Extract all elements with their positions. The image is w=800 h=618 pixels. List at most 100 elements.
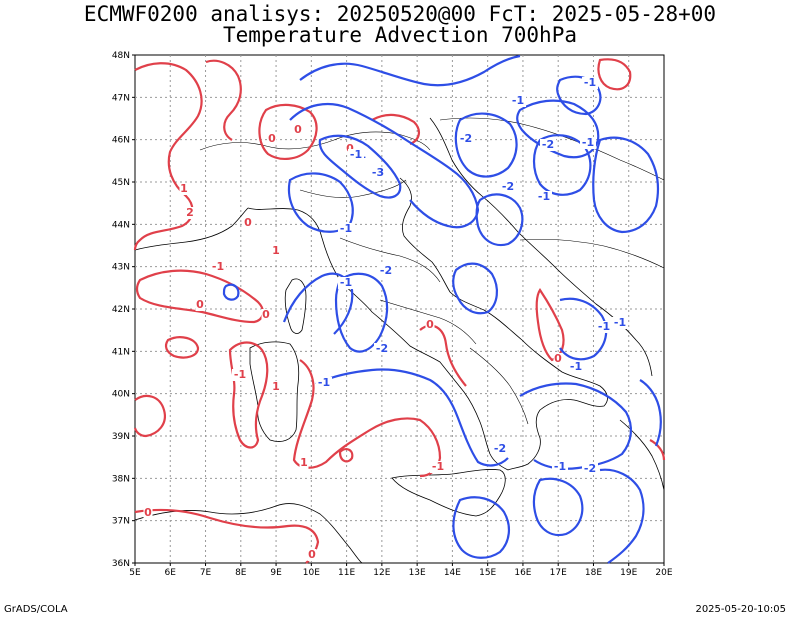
contour-label-negative-bg (338, 277, 354, 289)
contour-label-positive: 2 (186, 206, 194, 219)
contour-label-negative-bg (540, 139, 556, 151)
lon-label: 5E (129, 568, 141, 578)
lat-label: 46N (112, 136, 130, 146)
contour-label-negative: -2 (542, 138, 554, 151)
contour-label-negative-bg (500, 181, 516, 193)
neg-contour (592, 136, 659, 234)
contour-label-positive: 0 (196, 298, 204, 311)
contour-label-negative: -2 (584, 462, 596, 475)
ligurian-coast (134, 207, 249, 251)
contour-label-negative: -1 (538, 190, 550, 203)
contour-label-positive-bg (271, 245, 281, 257)
contour-label-negative-bg (378, 265, 394, 277)
lat-label: 42N (112, 305, 130, 315)
italy-west-coast (247, 207, 509, 471)
lon-label: 15E (479, 568, 496, 578)
pos-contour (371, 113, 420, 146)
contour-label-negative: -1 (318, 376, 330, 389)
pos-contour (133, 62, 203, 251)
contour-label-positive-bg (232, 369, 248, 381)
neg-contour (452, 262, 498, 315)
contour-label-positive: -1 (432, 460, 444, 473)
contour-label-negative: -1 (512, 94, 524, 107)
contour-label-positive: 0 (144, 506, 152, 519)
lat-label: 36N (112, 559, 130, 569)
contour-label-negative: -1 (584, 76, 596, 89)
contour-label-negative-bg (536, 191, 552, 203)
pos-contour (597, 58, 632, 91)
lon-label: 19E (620, 568, 637, 578)
neg-contour (599, 468, 645, 564)
contour-label-negative: -1 (340, 276, 352, 289)
lat-label: 40N (112, 390, 130, 400)
contour-label-negative-bg (492, 443, 508, 455)
region-border-2 (339, 237, 441, 283)
region-border-4 (469, 347, 529, 425)
contour-label-positive-bg (195, 299, 205, 311)
contour-label-positive: 1 (180, 182, 188, 195)
contour-label-negative: -1 (350, 148, 362, 161)
pos-contour (258, 103, 318, 160)
contour-label-negative-bg (370, 167, 386, 179)
contour-label-positive-bg (271, 381, 281, 393)
contour-label-positive: 1 (272, 380, 280, 393)
contour-label-positive: 0 (554, 352, 562, 365)
pos-contour (292, 359, 442, 478)
lon-label: 11E (338, 568, 355, 578)
contour-label-negative: -3 (372, 166, 384, 179)
contour-label-positive: 0 (308, 548, 316, 561)
lat-label: 47N (112, 93, 130, 103)
italy-east-coast (399, 177, 608, 471)
lat-label: 38N (112, 474, 130, 484)
contour-label-positive-bg (243, 217, 253, 229)
contour-label-positive-bg (267, 133, 277, 145)
pos-contour (135, 269, 264, 324)
contour-label-negative: -2 (494, 442, 506, 455)
contour-label-positive: 0 (294, 123, 302, 136)
region-border-3 (379, 299, 477, 345)
contour-label-negative: -1 (614, 316, 626, 329)
neg-contour (475, 193, 524, 247)
lon-label: 17E (550, 568, 567, 578)
contour-label-negative-bg (338, 223, 354, 235)
contour-label-positive-bg (307, 549, 317, 561)
lon-label: 13E (409, 568, 426, 578)
neg-contour (282, 272, 354, 335)
contour-label-negative-bg (552, 461, 568, 473)
contour-label-negative: -1 (570, 360, 582, 373)
lon-label: 12E (373, 568, 390, 578)
lat-label: 43N (112, 263, 130, 273)
contour-label-negative: -1 (598, 320, 610, 333)
contour-label-negative-bg (348, 149, 364, 161)
contour-label-positive: 1 (300, 456, 308, 469)
neg-contour (222, 283, 240, 301)
neg-contour (519, 382, 632, 470)
footer-credit: GrADS/COLA (4, 604, 68, 615)
negative-contour-labels: -1 -2 -3 -1 -2 -1 -1 -2 -1 -1 -2 -1 -1 -2 -1 -1 -1 -2 -2 -1… (316, 76, 628, 475)
contour-label-negative-bg (458, 133, 474, 145)
balkan-inland-border (519, 238, 665, 269)
pos-contour (205, 59, 242, 141)
neg-contour (289, 102, 480, 229)
neg-contour (452, 496, 510, 559)
contour-label-negative: -2 (376, 342, 388, 355)
contour-label-negative-bg (582, 463, 598, 475)
contour-label-positive-bg (261, 309, 271, 321)
contour-label-negative: -2 (502, 180, 514, 193)
pos-contour (228, 341, 269, 449)
contour-label-positive-bg (179, 183, 189, 195)
lon-label: 9E (270, 568, 282, 578)
neg-contour (334, 272, 389, 353)
alps-border (199, 131, 431, 151)
pos-contour (133, 394, 166, 438)
contour-label-positive: 0 (346, 142, 354, 155)
neg-contour (516, 99, 600, 159)
lon-label: 10E (303, 568, 320, 578)
lon-label: 7E (200, 568, 212, 578)
pos-contour (649, 439, 666, 461)
chart-subtitle: Temperature Advection 700hPa (222, 23, 577, 47)
pos-contour (535, 288, 565, 362)
pos-contour (164, 336, 200, 359)
lat-label: 45N (112, 178, 130, 188)
